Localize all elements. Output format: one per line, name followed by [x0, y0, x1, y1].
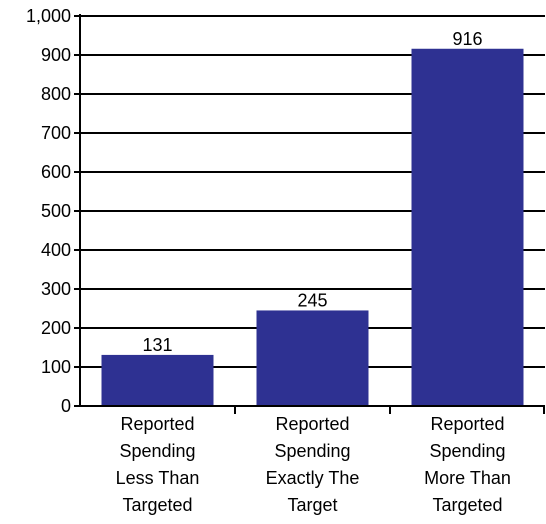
- y-tick-label: 800: [41, 84, 71, 104]
- data-label: 245: [297, 290, 327, 310]
- x-category-label: Target: [287, 495, 337, 515]
- x-category-label: Exactly The: [266, 468, 360, 488]
- x-category-label: Reported: [275, 414, 349, 434]
- x-category-label: Spending: [119, 441, 195, 461]
- y-tick-label: 300: [41, 279, 71, 299]
- y-tick-label: 600: [41, 162, 71, 182]
- data-label: 131: [142, 335, 172, 355]
- x-category-label: Reported: [430, 414, 504, 434]
- axes: [79, 14, 545, 414]
- x-category-label: More Than: [424, 468, 511, 488]
- y-tick-label: 100: [41, 357, 71, 377]
- bar: [256, 310, 369, 406]
- y-tick-label: 500: [41, 201, 71, 221]
- y-tick-label: 0: [61, 396, 71, 416]
- x-category-label: Less Than: [116, 468, 200, 488]
- x-category-label: Targeted: [122, 495, 192, 515]
- y-tick-label: 400: [41, 240, 71, 260]
- y-tick-label: 1,000: [26, 6, 71, 26]
- bars: [101, 48, 524, 406]
- y-tick-label: 900: [41, 45, 71, 65]
- labels: 0 100 200 300 400 500 600 700 800 900 1,000 131 245 9…: [26, 6, 511, 515]
- bar: [411, 48, 524, 406]
- y-tick-label: 700: [41, 123, 71, 143]
- x-category-label: Spending: [274, 441, 350, 461]
- x-category-label: Targeted: [432, 495, 502, 515]
- x-category-label: Reported: [120, 414, 194, 434]
- y-tick-label: 200: [41, 318, 71, 338]
- bar: [101, 354, 214, 406]
- x-category-label: Spending: [429, 441, 505, 461]
- data-label: 916: [452, 29, 482, 49]
